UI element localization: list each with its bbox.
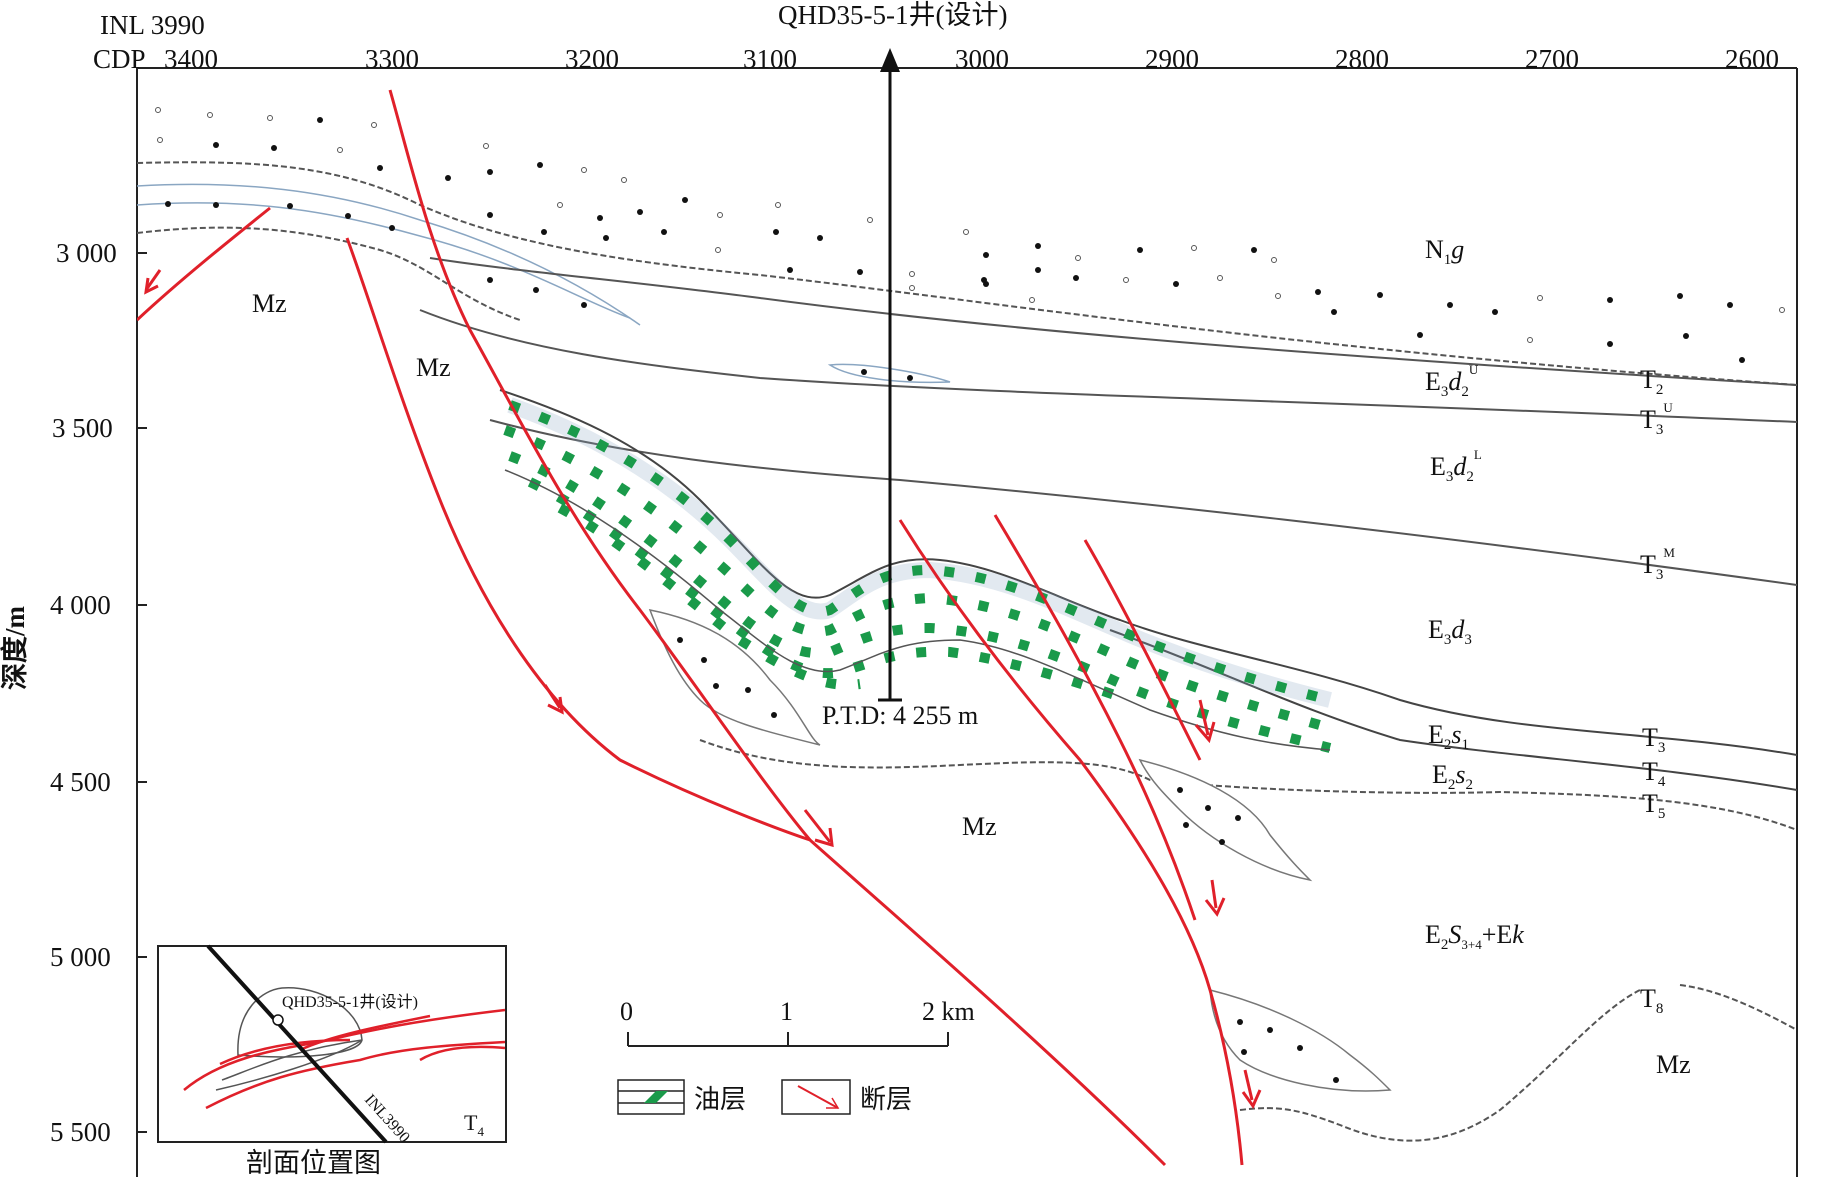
y-tick-label: 3 500 [52, 413, 113, 443]
horizon-label-T3U: T3U [1640, 400, 1673, 438]
fault-line [137, 206, 271, 322]
fault-line [1083, 539, 1202, 761]
faults [137, 89, 1244, 1167]
horizon-label-T5: T5 [1642, 789, 1665, 822]
lens-layer [827, 363, 951, 384]
location-inset: QHD35-5-1井(设计) INL3990 T4 [157, 944, 507, 1146]
formation-label-E2s1: E2s1 [1428, 720, 1469, 753]
y-tick-label: 3 000 [56, 238, 117, 268]
sand-tongue [1138, 758, 1313, 882]
cdp-label: CDP [93, 44, 146, 74]
x-tick-label: 2700 [1525, 44, 1579, 74]
x-tick-label: 3300 [365, 44, 419, 74]
horizon-label-T3M: T3M [1640, 545, 1675, 583]
x-tick-label: 2800 [1335, 44, 1389, 74]
scale-tick-label: 2 km [922, 997, 975, 1026]
unconformity-upper [137, 161, 1797, 386]
inl-label: INL 3990 [100, 10, 205, 40]
legend-oil-symbol [617, 1079, 685, 1115]
horizon-label-T3: T3 [1642, 723, 1665, 756]
horizon-T2 [429, 257, 1797, 386]
y-tick-label: 4 000 [50, 590, 111, 620]
formation-label-E3d2L: E3d2L [1430, 447, 1482, 485]
well-trajectory [878, 48, 902, 702]
horizon-label-T2: T2 [1640, 365, 1663, 398]
well-name: QHD35-5-1井(设计) [778, 0, 1007, 30]
horizon-T3 [499, 389, 1797, 756]
x-tick-label: 2600 [1725, 44, 1779, 74]
horizon-T3U [419, 309, 1797, 423]
layer-boundary [504, 469, 1331, 751]
x-axis-ticks: 3400 3300 3200 3100 3000 2900 2800 2700 … [164, 44, 1779, 74]
x-tick-label: 3400 [164, 44, 218, 74]
horizon-label-T4: T4 [1642, 757, 1666, 790]
basement-label-mz: Mz [416, 353, 451, 382]
fault-arrows [144, 269, 1262, 1110]
x-tick-label: 3100 [743, 44, 797, 74]
inset-horizon-label: T4 [464, 1110, 484, 1139]
lens-layer [137, 183, 641, 326]
formation-label-E3d2U: E3d2U [1425, 362, 1479, 400]
y-axis-ticks: 3 000 3 500 4 000 4 500 5 000 5 500 [50, 238, 147, 1147]
ptd-label: P.T.D: 4 255 m [822, 701, 978, 730]
oil-band [527, 477, 1132, 705]
legend-fault-symbol [781, 1079, 851, 1115]
horizon-T3M [489, 419, 1797, 586]
formation-label-E2S34Ek: E2S3+4+Ek [1425, 920, 1524, 953]
y-axis-title: 深度/m [0, 605, 30, 690]
sandstone-dots [155, 107, 1785, 1083]
x-tick-label: 3200 [565, 44, 619, 74]
formation-label-N1g: N1g [1425, 235, 1464, 268]
horizon-T8 [1679, 984, 1797, 1031]
sand-tongue [1209, 989, 1392, 1092]
inset-well-label: QHD35-5-1井(设计) [282, 993, 418, 1011]
unconformity-lower [137, 226, 521, 321]
basement-label-mz: Mz [962, 812, 997, 841]
horizon-label-T8: T8 [1640, 984, 1663, 1017]
legend: 油层 断层 [617, 1079, 912, 1115]
legend-oil-label: 油层 [694, 1085, 746, 1114]
fault-line [388, 89, 812, 841]
scale-tick-label: 0 [620, 997, 633, 1026]
legend-fault-label: 断层 [860, 1085, 912, 1114]
x-tick-label: 3000 [955, 44, 1009, 74]
lens-layer [137, 202, 631, 319]
scale-tick-label: 1 [780, 997, 793, 1026]
basement-label-mz: Mz [252, 289, 287, 318]
oil-band [508, 400, 1332, 705]
formation-label-E3d3: E3d3 [1428, 615, 1472, 648]
x-tick-label: 2900 [1145, 44, 1199, 74]
fault-line [345, 237, 1167, 1167]
horizon-T8 [1239, 989, 1641, 1142]
oil-band [503, 425, 1332, 733]
oil-layers [503, 397, 1332, 753]
fault-line [898, 519, 1244, 1166]
scale-bar: 0 1 2 km [620, 997, 975, 1047]
y-tick-label: 5 000 [50, 942, 111, 972]
basement-label-mz: Mz [1656, 1050, 1691, 1079]
y-tick-label: 5 500 [50, 1117, 111, 1147]
y-tick-label: 4 500 [50, 767, 111, 797]
inset-title: 剖面位置图 [246, 1148, 381, 1177]
formation-label-E2s2: E2s2 [1432, 760, 1473, 793]
fault-line [993, 514, 1197, 921]
horizon-T4 [1109, 629, 1797, 791]
sand-tongue [648, 608, 821, 746]
